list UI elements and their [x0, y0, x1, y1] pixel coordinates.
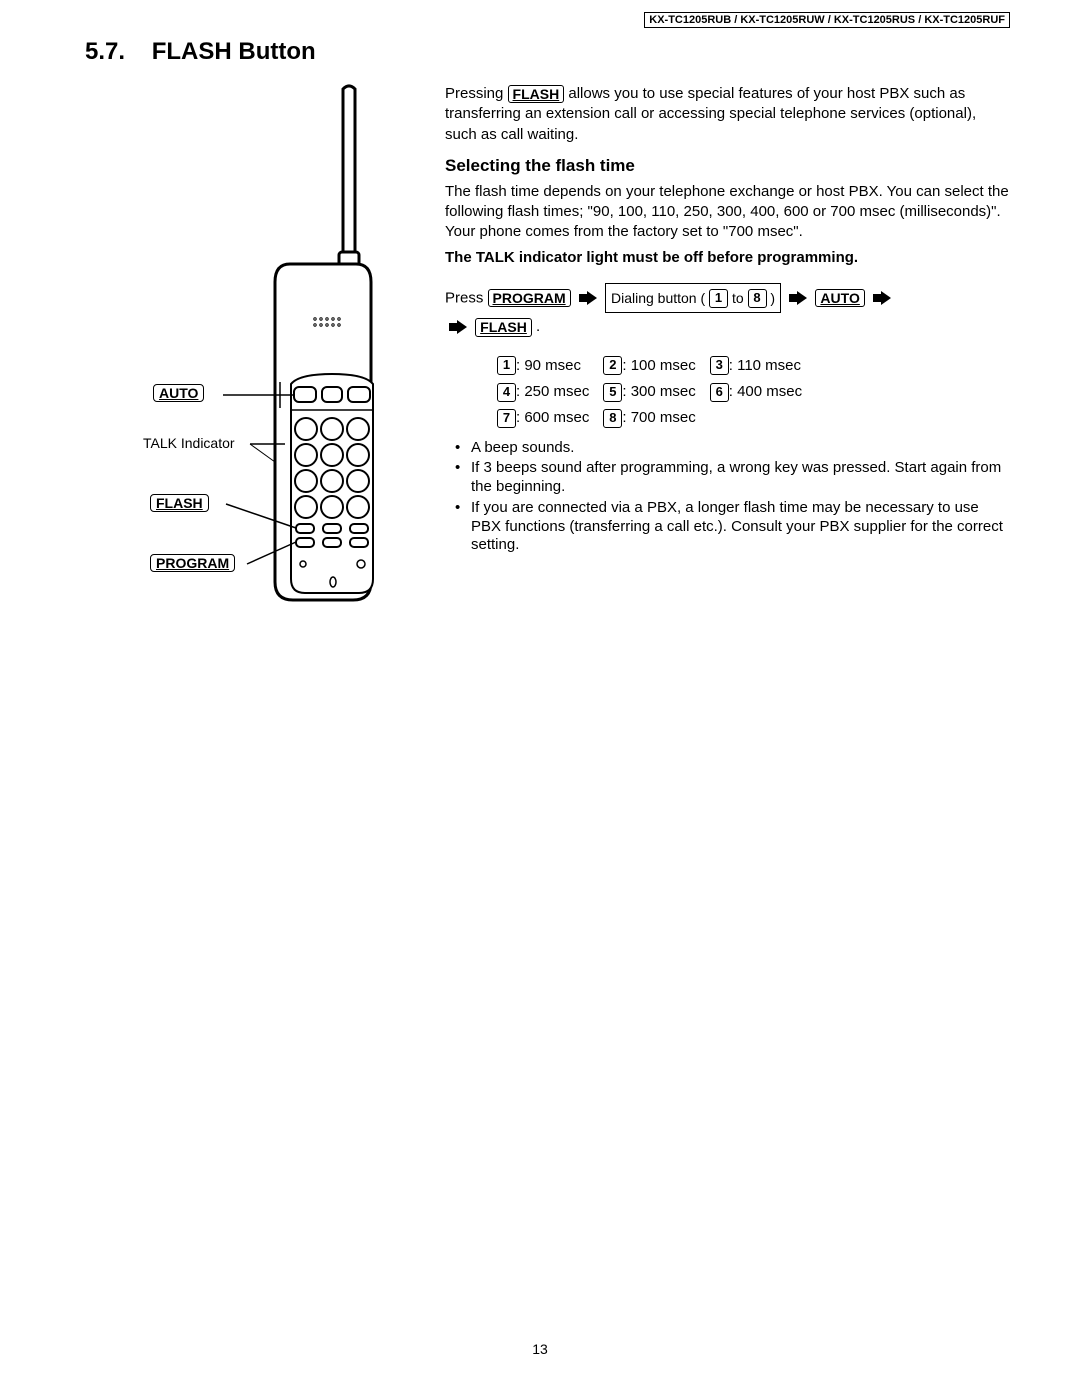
arrow-icon	[579, 291, 597, 305]
seq-key-1: 1	[709, 289, 728, 308]
auto-key-label: AUTO	[153, 384, 204, 402]
talk-indicator-note: The TALK indicator light must be off bef…	[445, 248, 1010, 268]
notes-list: A beep sounds. If 3 beeps sound after pr…	[445, 439, 1010, 556]
key-5: 5	[603, 383, 622, 402]
seq-dial-suffix: )	[770, 290, 775, 306]
callout-auto: AUTO	[153, 384, 204, 402]
seq-auto-key: AUTO	[815, 289, 864, 308]
seq-to-word: to	[732, 290, 744, 306]
section-number: 5.7.	[85, 38, 125, 65]
text-column: Pressing FLASH allows you to use special…	[435, 84, 1010, 604]
callout-talk-indicator: TALK Indicator	[143, 435, 235, 451]
arrow-icon	[873, 291, 891, 305]
flash-time-table: 1: 90 msec 2: 100 msec 3: 110 msec 4: 25…	[495, 352, 816, 433]
content-row: AUTO TALK Indicator FLASH PROGRAM Pressi…	[75, 84, 1010, 604]
val-2: : 100 msec	[622, 357, 695, 374]
key-8: 8	[603, 409, 622, 428]
table-row: 1: 90 msec 2: 100 msec 3: 110 msec	[497, 354, 814, 378]
val-3: : 110 msec	[729, 357, 801, 374]
flash-desc: The flash time depends on your telephone…	[445, 182, 1010, 243]
intro-paragraph: Pressing FLASH allows you to use special…	[445, 84, 1010, 145]
flash-key-label: FLASH	[150, 494, 209, 512]
seq-period: .	[536, 318, 540, 335]
flash-key-inline: FLASH	[508, 85, 565, 104]
programming-sequence: Press PROGRAM Dialing button ( 1 to 8 ) …	[445, 283, 1010, 342]
section-title-text: FLASH Button	[152, 38, 316, 65]
arrow-icon	[449, 320, 467, 334]
val-1: : 90 msec	[516, 357, 581, 374]
val-8: : 700 msec	[622, 409, 695, 426]
key-3: 3	[710, 356, 729, 375]
program-key-label: PROGRAM	[150, 554, 235, 572]
seq-flash-key: FLASH	[475, 318, 532, 337]
seq-key-8: 8	[748, 289, 767, 308]
handset-diagram	[75, 84, 435, 604]
table-row: 4: 250 msec 5: 300 msec 6: 400 msec	[497, 380, 814, 404]
table-row: 7: 600 msec 8: 700 msec	[497, 406, 814, 430]
key-7: 7	[497, 409, 516, 428]
key-1: 1	[497, 356, 516, 375]
seq-program-key: PROGRAM	[488, 289, 571, 308]
val-4: : 250 msec	[516, 383, 589, 400]
val-6: : 400 msec	[729, 383, 802, 400]
key-2: 2	[603, 356, 622, 375]
seq-dialing-box: Dialing button ( 1 to 8 )	[605, 283, 781, 314]
page: KX-TC1205RUB / KX-TC1205RUW / KX-TC1205R…	[0, 0, 1080, 1397]
callout-program: PROGRAM	[150, 554, 235, 572]
list-item: A beep sounds.	[461, 439, 1010, 458]
callout-flash: FLASH	[150, 494, 209, 512]
seq-dial-prefix: Dialing button (	[611, 290, 705, 306]
val-7: : 600 msec	[516, 409, 589, 426]
page-number: 13	[0, 1341, 1080, 1357]
model-header-box: KX-TC1205RUB / KX-TC1205RUW / KX-TC1205R…	[644, 12, 1010, 28]
list-item: If 3 beeps sound after programming, a wr…	[461, 459, 1010, 497]
key-6: 6	[710, 383, 729, 402]
list-item: If you are connected via a PBX, a longer…	[461, 499, 1010, 555]
seq-press: Press	[445, 289, 483, 306]
section-heading: 5.7. FLASH Button	[85, 38, 1010, 66]
key-4: 4	[497, 383, 516, 402]
arrow-icon	[789, 291, 807, 305]
intro-part1: Pressing	[445, 85, 508, 102]
selecting-subhead: Selecting the flash time	[445, 155, 1010, 178]
val-5: : 300 msec	[622, 383, 695, 400]
diagram-column: AUTO TALK Indicator FLASH PROGRAM	[75, 84, 435, 604]
